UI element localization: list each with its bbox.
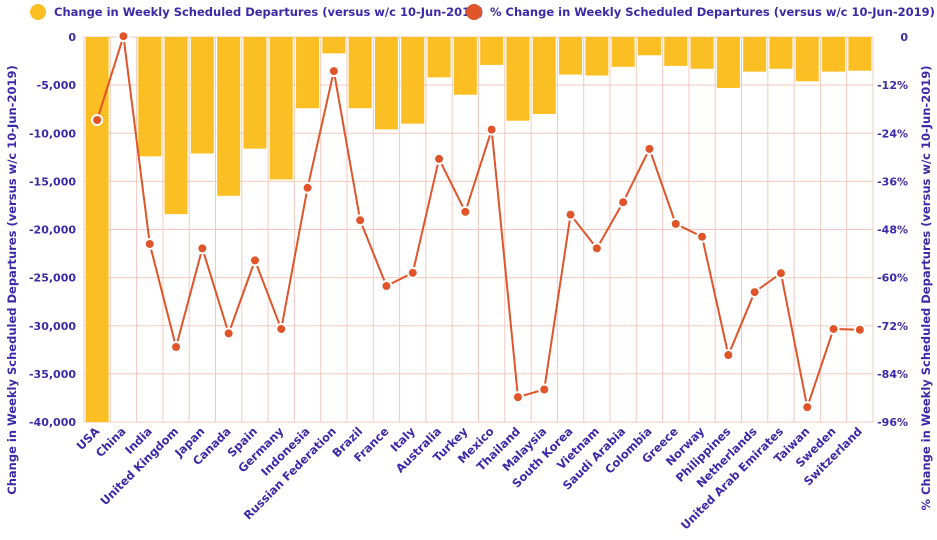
line-point-philippines — [722, 349, 735, 362]
line-point-malaysia — [538, 383, 551, 396]
y-left-tick-label: -20,000 — [29, 224, 76, 237]
line-point-canada — [222, 327, 235, 340]
y-right-tick-label: -84% — [877, 368, 908, 381]
bar-netherlands — [743, 37, 767, 72]
bar-norway — [690, 37, 714, 69]
left-axis: 0 -5,000 -10,000 -15,000 -20,000 -25,000 -30,0… — [29, 31, 76, 429]
bar-saudi-arabia — [611, 37, 635, 67]
line-point-colombia — [643, 142, 656, 155]
line-point-norway — [696, 230, 709, 243]
bar-japan — [190, 37, 214, 154]
line-point-brazil — [354, 214, 367, 227]
bar-germany — [269, 37, 293, 180]
line-point-china — [117, 30, 130, 43]
bar-brazil — [348, 37, 372, 109]
legend-line-swatch — [466, 4, 482, 20]
y-left-tick-label: 0 — [68, 31, 76, 44]
bar-vietnam — [585, 37, 609, 76]
y-right-tick-label: 0 — [900, 31, 908, 44]
bar-india — [138, 37, 162, 157]
bar-spain — [243, 37, 267, 149]
bar-italy — [401, 37, 425, 124]
y-right-tick-label: -72% — [877, 320, 908, 333]
line-point-usa — [91, 114, 104, 127]
y-right-tick-label: -96% — [877, 416, 908, 429]
bar-taiwan — [795, 37, 819, 82]
bar-united-kingdom — [164, 37, 188, 215]
bar-indonesia — [296, 37, 320, 109]
y-left-tick-label: -35,000 — [29, 368, 76, 381]
line-point-united-kingdom — [170, 341, 183, 354]
line-point-greece — [669, 217, 682, 230]
line-point-mexico — [485, 123, 498, 136]
legend: Change in Weekly Scheduled Departures (v… — [0, 4, 937, 24]
y-right-tick-label: -60% — [877, 272, 908, 285]
legend-item-line: % Change in Weekly Scheduled Departures … — [466, 4, 935, 20]
line-point-sweden — [827, 322, 840, 335]
bar-mexico — [480, 37, 504, 65]
line-point-russian-federation — [327, 65, 340, 78]
legend-item-bars: Change in Weekly Scheduled Departures (v… — [30, 4, 483, 20]
bar-malaysia — [532, 37, 556, 114]
legend-bars-swatch — [30, 4, 46, 20]
line-point-switzerland — [853, 323, 866, 336]
line-point-italy — [406, 266, 419, 279]
bar-greece — [664, 37, 688, 66]
y-right-tick-label: -12% — [877, 79, 908, 92]
line-series — [91, 30, 866, 414]
line-point-indonesia — [301, 181, 314, 194]
bar-united-arab-emirates — [769, 37, 793, 69]
bar-philippines — [716, 37, 740, 89]
line-point-india — [143, 237, 156, 250]
line-point-japan — [196, 242, 209, 255]
bar-series — [85, 37, 872, 422]
y-left-tick-label: -5,000 — [37, 79, 77, 92]
line-point-turkey — [459, 205, 472, 218]
line-point-taiwan — [801, 401, 814, 414]
right-axis: 0 -12% -24% -36% -48% -60% -72% -84% -96% — [877, 31, 908, 429]
y-left-tick-label: -30,000 — [29, 320, 76, 333]
bar-usa — [85, 37, 109, 422]
y-right-tick-label: -48% — [877, 224, 908, 237]
legend-bars-label: Change in Weekly Scheduled Departures (v… — [54, 5, 484, 19]
bar-colombia — [637, 37, 661, 56]
y-left-tick-label: -10,000 — [29, 127, 76, 140]
line-path — [96, 35, 860, 412]
y-right-tick-label: -24% — [877, 127, 908, 140]
bar-sweden — [822, 37, 846, 72]
y-left-tick-label: -25,000 — [29, 272, 76, 285]
bar-switzerland — [848, 37, 872, 71]
bar-france — [374, 37, 398, 130]
y-left-tick-label: -40,000 — [29, 416, 76, 429]
line-point-spain — [248, 254, 261, 267]
line-point-germany — [275, 322, 288, 335]
line-point-france — [380, 280, 393, 293]
bar-thailand — [506, 37, 530, 121]
line-point-south-korea — [564, 208, 577, 221]
line-point-netherlands — [748, 286, 761, 299]
bar-south-korea — [559, 37, 583, 75]
y-axis-left-title: Change in Weekly Scheduled Departures (v… — [5, 65, 19, 494]
line-point-vietnam — [590, 242, 603, 255]
legend-line-label: % Change in Weekly Scheduled Departures … — [490, 5, 935, 19]
x-tick-label-china: China — [93, 424, 129, 460]
line-point-australia — [433, 152, 446, 165]
y-right-tick-label: -36% — [877, 175, 908, 188]
line-point-thailand — [511, 391, 524, 404]
y-axis-right-title: % Change in Weekly Scheduled Departures … — [919, 66, 933, 511]
bar-canada — [217, 37, 241, 196]
line-point-saudi-arabia — [617, 196, 630, 209]
line-point-united-arab-emirates — [774, 267, 787, 280]
y-left-tick-label: -15,000 — [29, 175, 76, 188]
bar-australia — [427, 37, 451, 78]
bar-turkey — [453, 37, 477, 95]
bar-russian-federation — [322, 37, 346, 54]
